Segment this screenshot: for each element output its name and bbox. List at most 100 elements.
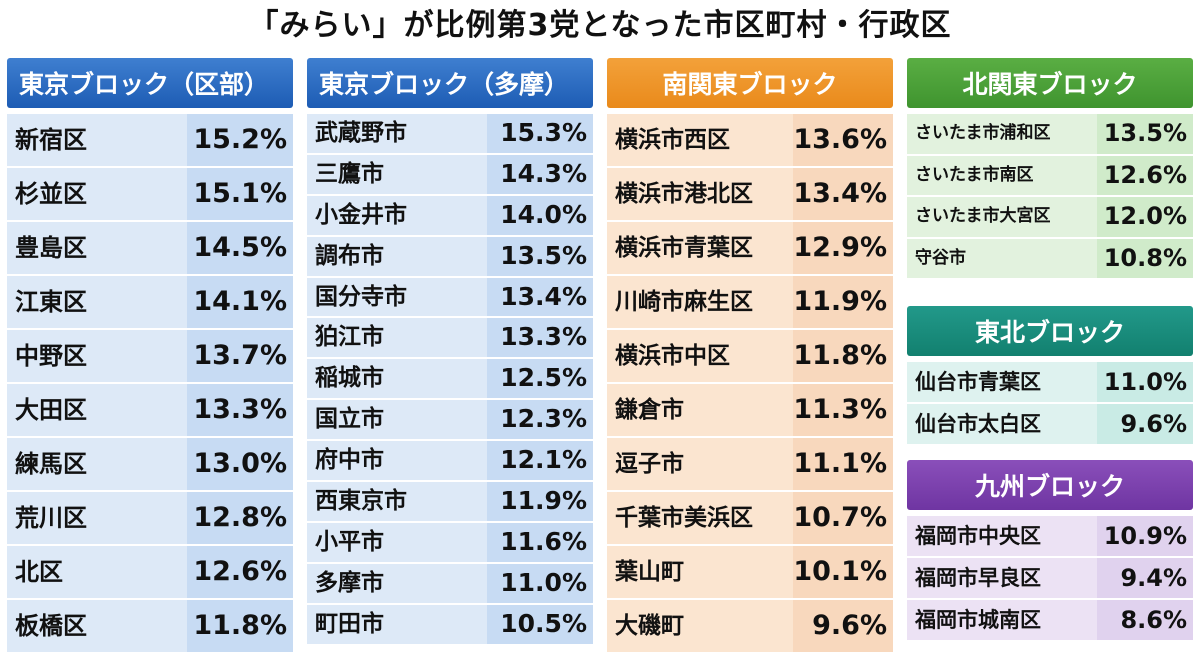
row-value: 11.3% bbox=[793, 384, 893, 436]
row-name: 豊島区 bbox=[7, 222, 187, 274]
block-kyushu: 九州ブロック 福岡市中央区 10.9% 福岡市早良区 9.4% 福岡市城南区 8.6% bbox=[907, 460, 1193, 642]
table-row: さいたま市浦和区 13.5% bbox=[907, 114, 1193, 156]
row-name: 国分寺市 bbox=[307, 277, 487, 317]
row-value: 13.3% bbox=[187, 384, 293, 436]
row-value: 9.6% bbox=[1097, 404, 1193, 444]
table-row: 中野区 13.7% bbox=[7, 330, 293, 384]
block-kita-kanto: 北関東ブロック さいたま市浦和区 13.5% さいたま市南区 12.6% さいたま市… bbox=[907, 58, 1193, 280]
row-name: 横浜市青葉区 bbox=[607, 222, 793, 274]
row-value: 15.1% bbox=[187, 168, 293, 220]
row-value: 14.0% bbox=[487, 195, 593, 235]
row-name: 府中市 bbox=[307, 441, 487, 481]
table-row: 府中市 12.1% bbox=[307, 441, 593, 483]
table-row: 横浜市港北区 13.4% bbox=[607, 168, 893, 222]
row-value: 13.4% bbox=[487, 277, 593, 317]
table-row: 調布市 13.5% bbox=[307, 236, 593, 278]
block-minami-kanto: 南関東ブロック 横浜市西区 13.6% 横浜市港北区 13.4% 横浜市青葉区 12.… bbox=[607, 58, 893, 654]
row-value: 12.3% bbox=[487, 400, 593, 440]
table-row: さいたま市大宮区 12.0% bbox=[907, 197, 1193, 239]
table-row: 国分寺市 13.4% bbox=[307, 277, 593, 319]
row-value: 12.8% bbox=[187, 492, 293, 544]
block-header: 北関東ブロック bbox=[907, 58, 1193, 108]
row-value: 13.3% bbox=[487, 318, 593, 358]
row-name: 多摩市 bbox=[307, 563, 487, 603]
row-name: 小平市 bbox=[307, 522, 487, 562]
row-value: 13.5% bbox=[1097, 114, 1193, 154]
table-row: さいたま市南区 12.6% bbox=[907, 155, 1193, 197]
table-row: 福岡市城南区 8.6% bbox=[907, 600, 1193, 642]
row-value: 12.6% bbox=[187, 546, 293, 598]
row-value: 15.3% bbox=[487, 114, 593, 153]
row-name: さいたま市南区 bbox=[907, 155, 1097, 195]
block-rows: さいたま市浦和区 13.5% さいたま市南区 12.6% さいたま市大宮区 12.0%… bbox=[907, 114, 1193, 280]
table-row: 北区 12.6% bbox=[7, 546, 293, 600]
table-row: 狛江市 13.3% bbox=[307, 318, 593, 360]
table-row: 福岡市早良区 9.4% bbox=[907, 558, 1193, 600]
row-name: 新宿区 bbox=[7, 114, 187, 166]
table-row: 横浜市青葉区 12.9% bbox=[607, 222, 893, 276]
block-rows: 仙台市青葉区 11.0% 仙台市太白区 9.6% bbox=[907, 362, 1193, 446]
row-name: 町田市 bbox=[307, 604, 487, 644]
row-name: 調布市 bbox=[307, 236, 487, 276]
block-rows: 横浜市西区 13.6% 横浜市港北区 13.4% 横浜市青葉区 12.9% 川崎市麻生… bbox=[607, 114, 893, 654]
row-value: 11.8% bbox=[793, 330, 893, 382]
table-row: 仙台市青葉区 11.0% bbox=[907, 362, 1193, 404]
row-value: 10.7% bbox=[793, 492, 893, 544]
row-value: 13.6% bbox=[793, 114, 893, 166]
table-row: 千葉市美浜区 10.7% bbox=[607, 492, 893, 546]
row-value: 14.3% bbox=[487, 154, 593, 194]
row-value: 12.0% bbox=[1097, 197, 1193, 237]
row-value: 13.4% bbox=[793, 168, 893, 220]
row-value: 10.9% bbox=[1097, 516, 1193, 556]
row-name: 川崎市麻生区 bbox=[607, 276, 793, 328]
row-name: 福岡市城南区 bbox=[907, 600, 1097, 640]
row-name: 横浜市港北区 bbox=[607, 168, 793, 220]
block-rows: 武蔵野市 15.3% 三鷹市 14.3% 小金井市 14.0% 調布市 13.5% 国分… bbox=[307, 114, 593, 646]
row-name: 福岡市中央区 bbox=[907, 516, 1097, 556]
row-name: 江東区 bbox=[7, 276, 187, 328]
table-row: 杉並区 15.1% bbox=[7, 168, 293, 222]
row-name: 葉山町 bbox=[607, 546, 793, 598]
block-tokyo-tama: 東京ブロック（多摩） 武蔵野市 15.3% 三鷹市 14.3% 小金井市 14.0% … bbox=[307, 58, 593, 646]
row-name: さいたま市浦和区 bbox=[907, 114, 1097, 154]
row-name: 守谷市 bbox=[907, 238, 1097, 278]
table-row: 新宿区 15.2% bbox=[7, 114, 293, 168]
row-name: 狛江市 bbox=[307, 318, 487, 358]
row-name: 仙台市太白区 bbox=[907, 404, 1097, 444]
table-row: 多摩市 11.0% bbox=[307, 563, 593, 605]
row-value: 12.5% bbox=[487, 359, 593, 399]
row-name: 北区 bbox=[7, 546, 187, 598]
block-rows: 新宿区 15.2% 杉並区 15.1% 豊島区 14.5% 江東区 14.1% 中野区 1… bbox=[7, 114, 293, 654]
table-row: 国立市 12.3% bbox=[307, 400, 593, 442]
row-value: 11.6% bbox=[487, 522, 593, 562]
row-name: 大田区 bbox=[7, 384, 187, 436]
table-row: 川崎市麻生区 11.9% bbox=[607, 276, 893, 330]
block-header: 南関東ブロック bbox=[607, 58, 893, 108]
row-value: 11.8% bbox=[187, 600, 293, 652]
block-header: 九州ブロック bbox=[907, 460, 1193, 510]
row-value: 15.2% bbox=[187, 114, 293, 166]
table-row: 福岡市中央区 10.9% bbox=[907, 516, 1193, 558]
table-row: 大田区 13.3% bbox=[7, 384, 293, 438]
table-row: 仙台市太白区 9.6% bbox=[907, 404, 1193, 446]
row-name: 武蔵野市 bbox=[307, 114, 487, 153]
row-name: 小金井市 bbox=[307, 195, 487, 235]
row-value: 12.1% bbox=[487, 441, 593, 481]
row-name: 仙台市青葉区 bbox=[907, 362, 1097, 402]
row-name: 杉並区 bbox=[7, 168, 187, 220]
table-row: 武蔵野市 15.3% bbox=[307, 114, 593, 155]
row-value: 14.1% bbox=[187, 276, 293, 328]
table-row: 稲城市 12.5% bbox=[307, 359, 593, 401]
row-value: 10.5% bbox=[487, 604, 593, 644]
row-value: 14.5% bbox=[187, 222, 293, 274]
row-value: 10.8% bbox=[1097, 238, 1193, 278]
table-row: 江東区 14.1% bbox=[7, 276, 293, 330]
row-name: 横浜市中区 bbox=[607, 330, 793, 382]
row-value: 9.4% bbox=[1097, 558, 1193, 598]
row-value: 11.0% bbox=[487, 563, 593, 603]
row-name: 西東京市 bbox=[307, 482, 487, 521]
table-row: 鎌倉市 11.3% bbox=[607, 384, 893, 438]
table-row: 小金井市 14.0% bbox=[307, 195, 593, 237]
block-header: 東北ブロック bbox=[907, 306, 1193, 356]
row-value: 13.7% bbox=[187, 330, 293, 382]
